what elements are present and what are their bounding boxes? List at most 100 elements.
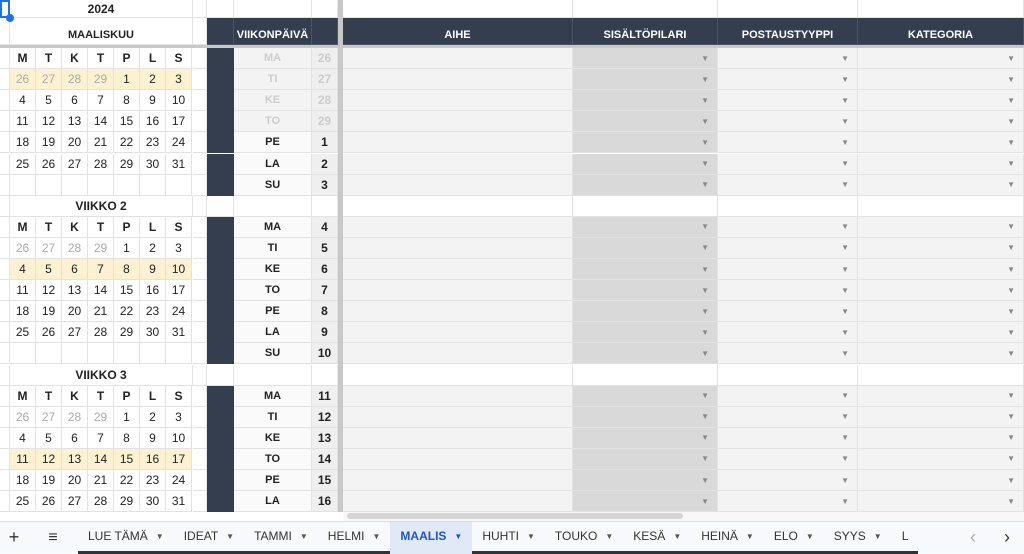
pillar-dropdown[interactable]: ▼ — [573, 111, 718, 133]
calendar-date[interactable]: 14 — [88, 448, 114, 470]
calendar-date[interactable]: 5 — [36, 259, 62, 281]
chevron-down-icon[interactable]: ▼ — [155, 531, 164, 541]
category-dropdown[interactable]: ▼ — [858, 216, 1024, 238]
calendar-date[interactable]: 17 — [166, 111, 192, 133]
post-type-dropdown[interactable]: ▼ — [718, 237, 858, 259]
pillar-dropdown[interactable]: ▼ — [573, 48, 718, 70]
category-dropdown[interactable]: ▼ — [858, 470, 1024, 492]
topic-input[interactable] — [343, 237, 573, 259]
calendar-date[interactable]: 18 — [10, 132, 36, 154]
chevron-down-icon[interactable]: ▼ — [299, 531, 308, 541]
pillar-dropdown[interactable]: ▼ — [573, 174, 718, 196]
calendar-date[interactable]: 16 — [140, 111, 166, 133]
post-type-dropdown[interactable]: ▼ — [718, 343, 858, 365]
topic-input[interactable] — [343, 111, 573, 133]
calendar-date[interactable]: 1 — [114, 69, 140, 91]
calendar-date[interactable]: 29 — [88, 237, 114, 259]
calendar-date[interactable]: 3 — [166, 237, 192, 259]
calendar-date[interactable]: 23 — [140, 470, 166, 492]
calendar-date[interactable]: 6 — [62, 259, 88, 281]
calendar-date[interactable]: 15 — [114, 448, 140, 470]
calendar-date[interactable]: 13 — [62, 111, 88, 133]
calendar-date[interactable]: 5 — [36, 90, 62, 112]
sheet-tab[interactable]: IDEAT ▼ — [173, 522, 245, 554]
topic-input[interactable] — [343, 322, 573, 344]
calendar-date[interactable]: 27 — [36, 406, 62, 428]
topic-input[interactable] — [343, 90, 573, 112]
calendar-date[interactable]: 28 — [62, 406, 88, 428]
sheet-tab[interactable]: MAALIS ▼ — [390, 521, 473, 554]
category-dropdown[interactable]: ▼ — [858, 280, 1024, 302]
calendar-date[interactable]: 11 — [10, 111, 36, 133]
calendar-date[interactable]: 21 — [88, 470, 114, 492]
calendar-date[interactable]: 16 — [140, 448, 166, 470]
topic-input[interactable] — [343, 69, 573, 91]
post-type-dropdown[interactable]: ▼ — [718, 427, 858, 449]
calendar-date[interactable]: 30 — [140, 322, 166, 344]
calendar-date[interactable]: 22 — [114, 470, 140, 492]
calendar-date[interactable]: 13 — [62, 280, 88, 302]
calendar-date[interactable]: 7 — [88, 427, 114, 449]
category-dropdown[interactable]: ▼ — [858, 259, 1024, 281]
topic-input[interactable] — [343, 280, 573, 302]
topic-input[interactable] — [343, 153, 573, 175]
calendar-date[interactable]: 4 — [10, 259, 36, 281]
chevron-down-icon[interactable]: ▼ — [372, 531, 381, 541]
category-dropdown[interactable]: ▼ — [858, 90, 1024, 112]
calendar-date[interactable]: 5 — [36, 427, 62, 449]
category-dropdown[interactable]: ▼ — [858, 153, 1024, 175]
post-type-dropdown[interactable]: ▼ — [718, 69, 858, 91]
sheet-tab[interactable]: KESÄ ▼ — [623, 522, 692, 554]
calendar-date[interactable]: 23 — [140, 132, 166, 154]
horizontal-scrollbar[interactable] — [343, 512, 1024, 521]
topic-input[interactable] — [343, 301, 573, 323]
calendar-date[interactable]: 18 — [10, 470, 36, 492]
calendar-date[interactable]: 26 — [10, 237, 36, 259]
post-type-dropdown[interactable]: ▼ — [718, 216, 858, 238]
post-type-dropdown[interactable]: ▼ — [718, 448, 858, 470]
topic-input[interactable] — [343, 259, 573, 281]
calendar-date[interactable]: 8 — [114, 90, 140, 112]
calendar-date[interactable]: 28 — [88, 322, 114, 344]
calendar-date[interactable]: 14 — [88, 111, 114, 133]
calendar-date[interactable]: 16 — [140, 280, 166, 302]
post-type-dropdown[interactable]: ▼ — [718, 301, 858, 323]
calendar-date[interactable]: 17 — [166, 448, 192, 470]
sheet-tab[interactable]: L — [891, 522, 919, 554]
post-type-dropdown[interactable]: ▼ — [718, 406, 858, 428]
calendar-date[interactable]: 9 — [140, 259, 166, 281]
pillar-dropdown[interactable]: ▼ — [573, 216, 718, 238]
calendar-date[interactable]: 28 — [88, 491, 114, 512]
calendar-date[interactable]: 25 — [10, 153, 36, 175]
topic-input[interactable] — [343, 406, 573, 428]
chevron-down-icon[interactable]: ▼ — [527, 531, 535, 541]
pillar-dropdown[interactable]: ▼ — [573, 237, 718, 259]
chevron-down-icon[interactable]: ▼ — [454, 531, 463, 541]
frozen-column-divider[interactable] — [338, 0, 343, 512]
all-sheets-button[interactable]: ≡ — [48, 528, 58, 546]
calendar-date[interactable]: 27 — [36, 237, 62, 259]
calendar-date[interactable]: 26 — [36, 491, 62, 512]
calendar-date[interactable]: 15 — [114, 111, 140, 133]
sheet-tab[interactable]: HEINÄ ▼ — [691, 522, 764, 554]
post-type-dropdown[interactable]: ▼ — [718, 132, 858, 154]
calendar-date[interactable]: 25 — [10, 322, 36, 344]
post-type-dropdown[interactable]: ▼ — [718, 385, 858, 407]
pillar-dropdown[interactable]: ▼ — [573, 259, 718, 281]
scrollbar-thumb[interactable] — [347, 513, 683, 519]
calendar-date[interactable]: 13 — [62, 448, 88, 470]
pillar-dropdown[interactable]: ▼ — [573, 69, 718, 91]
calendar-date[interactable]: 20 — [62, 132, 88, 154]
chevron-down-icon[interactable]: ▼ — [745, 531, 754, 541]
calendar-date[interactable]: 9 — [140, 427, 166, 449]
calendar-date[interactable]: 31 — [166, 491, 192, 512]
calendar-date[interactable]: 19 — [36, 132, 62, 154]
topic-input[interactable] — [343, 216, 573, 238]
category-dropdown[interactable]: ▼ — [858, 48, 1024, 70]
calendar-date[interactable]: 6 — [62, 90, 88, 112]
calendar-date[interactable]: 31 — [166, 322, 192, 344]
add-sheet-button[interactable]: + — [8, 527, 20, 547]
post-type-dropdown[interactable]: ▼ — [718, 90, 858, 112]
category-dropdown[interactable]: ▼ — [858, 343, 1024, 365]
pillar-dropdown[interactable]: ▼ — [573, 322, 718, 344]
